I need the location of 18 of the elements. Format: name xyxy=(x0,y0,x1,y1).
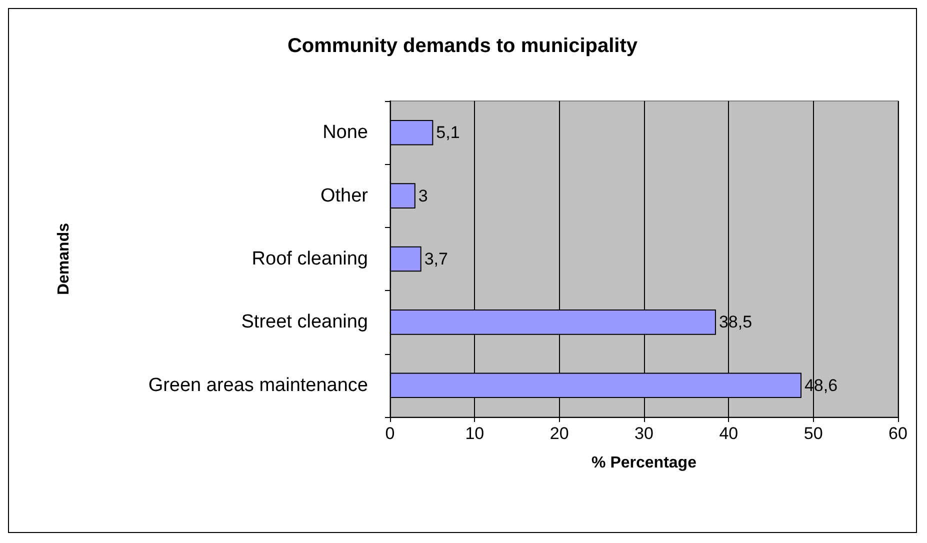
x-tick-label: 60 xyxy=(888,424,908,443)
data-label: 5,1 xyxy=(436,123,460,142)
x-axis-title: % Percentage xyxy=(592,454,697,472)
y-tick-label: Green areas maintenance xyxy=(148,374,368,396)
x-tick-label: 30 xyxy=(634,424,654,443)
x-tick-label: 0 xyxy=(385,424,395,443)
x-tick-label: 40 xyxy=(719,424,738,443)
y-tick-label: Other xyxy=(320,185,369,206)
data-label: 3 xyxy=(418,186,428,206)
x-tick-label: 10 xyxy=(465,424,484,443)
x-tick-label: 20 xyxy=(550,424,569,443)
y-tick-label: None xyxy=(322,122,368,144)
y-tick-label: Roof cleaning xyxy=(252,248,368,270)
data-label: 3,7 xyxy=(424,250,448,268)
chart-title: Community demands to municipality xyxy=(287,35,638,57)
x-tick-label: 50 xyxy=(804,424,823,443)
y-axis-title: Demands xyxy=(56,222,72,296)
y-tick-label: Street cleaning xyxy=(241,312,368,333)
